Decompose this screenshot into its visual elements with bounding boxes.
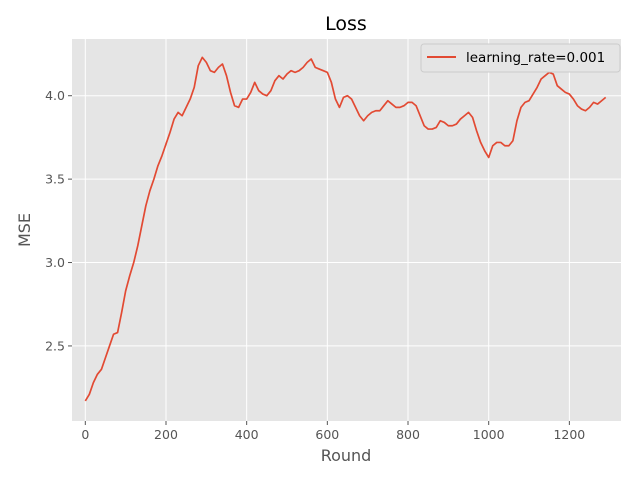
y-tick-label: 3.0 [45,255,65,270]
x-tick-label: 0 [81,427,89,442]
x-tick-label: 800 [396,427,420,442]
legend: learning_rate=0.001 [420,43,621,73]
x-tick-label: 200 [154,427,178,442]
x-tick-label: 1200 [553,427,585,442]
x-tick-label: 400 [235,427,259,442]
series-layer [84,56,607,402]
axis-ticks: 0 200 400 600 800 1000 1200 2.5 3.0 3.5 4.0 [45,88,585,442]
legend-label: learning_rate=0.001 [466,50,605,66]
y-tick-label: 2.5 [45,338,65,353]
x-tick-label: 600 [315,427,339,442]
series-line [84,56,607,402]
y-axis-label: MSE [15,213,34,247]
y-tick-label: 3.5 [45,172,65,187]
x-tick-label: 1000 [473,427,505,442]
x-axis-label: Round [321,446,372,465]
legend-box [420,43,621,73]
plot-area-background [72,39,621,421]
y-tick-label: 4.0 [45,88,65,103]
chart-title: Loss [325,13,367,35]
